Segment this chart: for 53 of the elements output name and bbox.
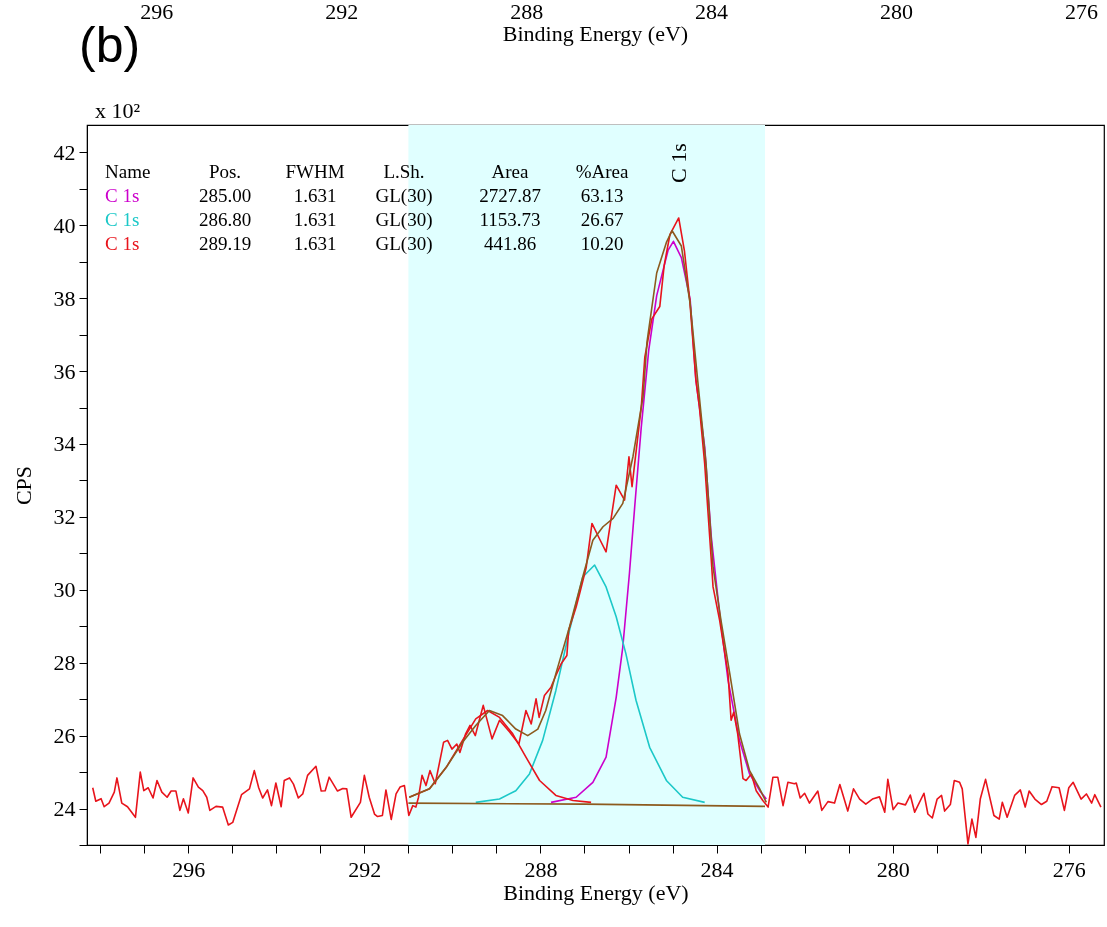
annotation: 63.13 [580,185,624,206]
x-tick-label: 280 [876,856,910,882]
annotation: 1.631 [293,185,337,206]
text: x 10² [95,98,141,123]
annotation: 1153.73 [479,209,541,230]
y-tick-label: 36 [53,358,76,384]
y-tick-label: 30 [53,577,76,603]
y-tick-label: 34 [53,431,76,457]
x2-tick-label: 292 [325,0,359,24]
annotation: 441.86 [483,233,537,254]
annotation: Name [105,161,151,182]
y-tick-label: 26 [53,723,76,749]
x2-axis-title: Binding Energy (eV) [502,21,689,46]
annotation: 289.19 [198,233,252,254]
y-tick-label: 24 [53,796,76,822]
y-tick-label: 28 [53,650,76,676]
annotation: %Area [575,161,629,182]
annotation: GL(30) [375,209,433,231]
x2-tick-label: 288 [510,0,544,24]
x-tick-label: 284 [700,856,734,882]
annotation: 285.00 [198,185,252,206]
annotation: L.Sh. [383,161,425,182]
chart-title: (b) [79,17,141,73]
y-axis-title: CPS [10,465,36,506]
line-series [474,564,706,804]
x-axis-title: Binding Energy (eV) [503,879,689,905]
annotation: 26.67 [580,209,624,230]
x-tick-label: 288 [524,856,558,882]
x2-tick-label: 284 [695,0,729,24]
annotation: Pos. [208,161,242,182]
annotation: 2727.87 [479,185,541,206]
annotation: 1.631 [293,209,337,230]
annotation: 10.20 [580,233,624,254]
x-tick-label: 292 [348,856,382,882]
annotation: C 1s [105,209,140,230]
annotation: GL(30) [375,233,433,255]
x2-tick-label: 276 [1064,0,1098,24]
y-tick-label: 38 [53,285,76,311]
annotation: C 1s [105,185,140,206]
y-tick-label: 32 [53,504,76,530]
annotation: FWHM [285,161,345,182]
annotation: 1.631 [293,233,337,254]
annotation: C 1s [666,143,691,183]
x2-tick-label: 280 [879,0,913,24]
annotation: GL(30) [375,185,433,207]
y-tick-label: 42 [53,139,76,165]
annotation: 286.80 [198,209,252,230]
x2-tick-label: 296 [140,0,174,24]
annotation: C 1s [105,233,140,254]
x-tick-label: 296 [172,856,206,882]
y-tick-label: 40 [53,212,76,238]
annotation: Area [491,161,530,182]
x-tick-label: 276 [1052,856,1086,882]
